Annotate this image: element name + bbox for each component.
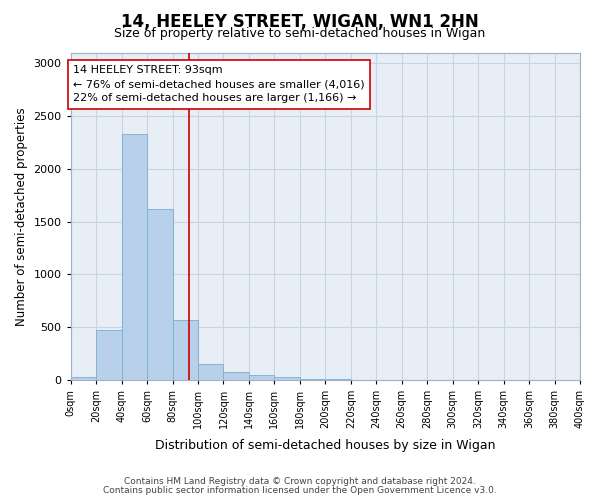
Bar — [274, 377, 300, 380]
Bar — [71, 377, 96, 380]
X-axis label: Distribution of semi-detached houses by size in Wigan: Distribution of semi-detached houses by … — [155, 440, 496, 452]
Text: 14, HEELEY STREET, WIGAN, WN1 2HN: 14, HEELEY STREET, WIGAN, WN1 2HN — [121, 12, 479, 30]
Bar — [198, 364, 223, 380]
Bar — [223, 372, 249, 380]
Bar — [249, 375, 274, 380]
Bar — [147, 209, 173, 380]
Text: Contains public sector information licensed under the Open Government Licence v3: Contains public sector information licen… — [103, 486, 497, 495]
Bar — [300, 379, 325, 380]
Bar — [122, 134, 147, 380]
Text: Size of property relative to semi-detached houses in Wigan: Size of property relative to semi-detach… — [115, 28, 485, 40]
Text: Contains HM Land Registry data © Crown copyright and database right 2024.: Contains HM Land Registry data © Crown c… — [124, 477, 476, 486]
Bar — [96, 330, 122, 380]
Text: 14 HEELEY STREET: 93sqm
← 76% of semi-detached houses are smaller (4,016)
22% of: 14 HEELEY STREET: 93sqm ← 76% of semi-de… — [73, 65, 365, 103]
Y-axis label: Number of semi-detached properties: Number of semi-detached properties — [15, 107, 28, 326]
Bar — [173, 320, 198, 380]
